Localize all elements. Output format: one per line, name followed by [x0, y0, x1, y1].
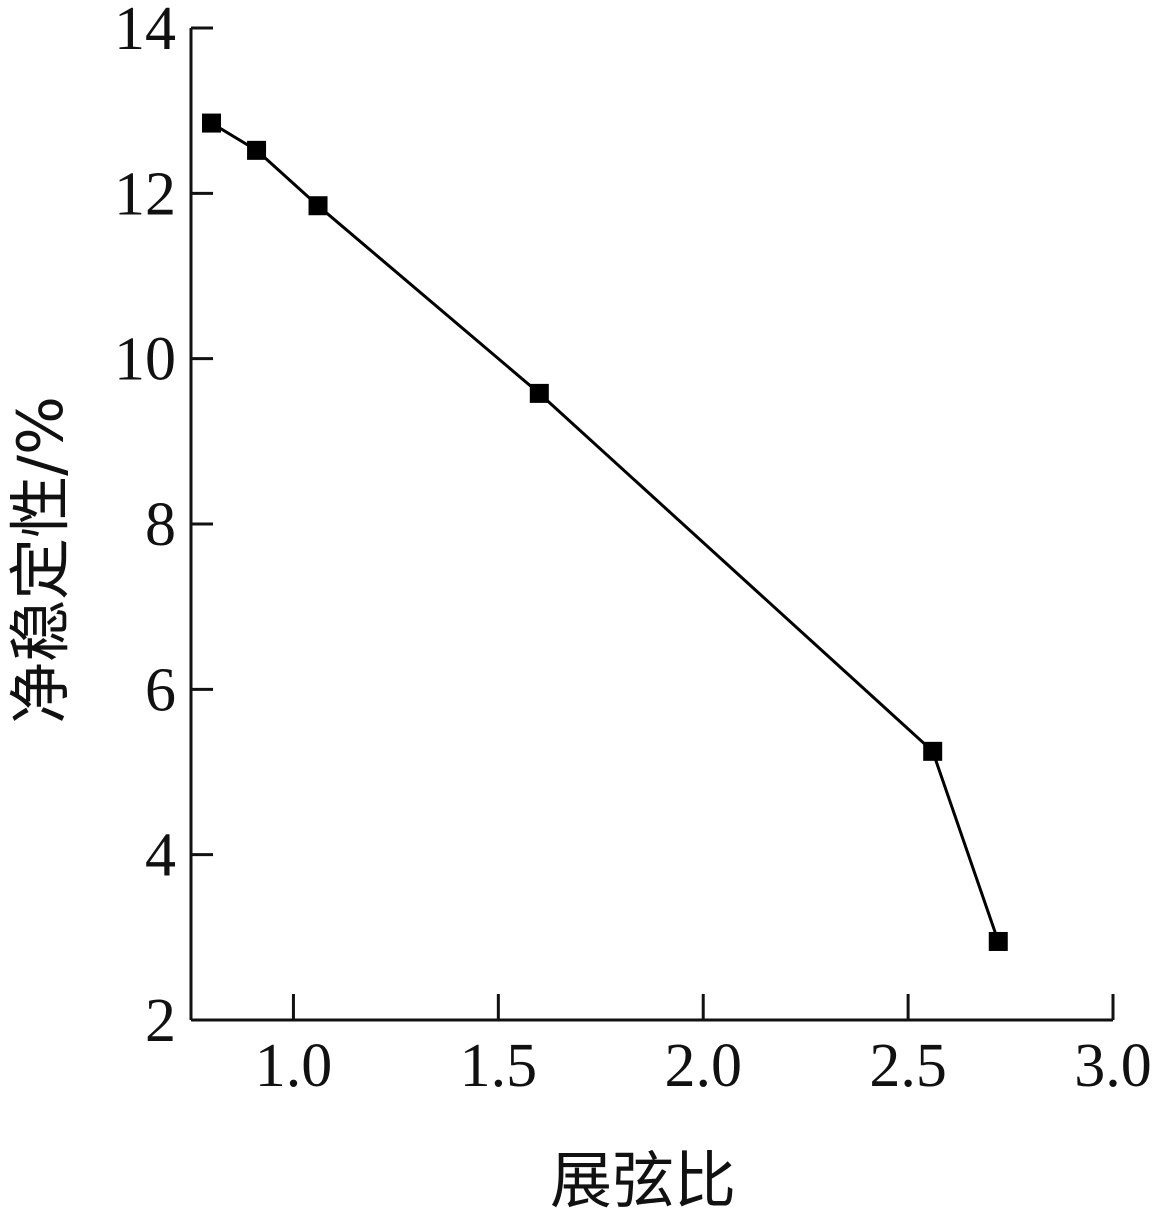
data-point-marker	[529, 383, 549, 403]
y-tick-label: 14	[114, 0, 176, 63]
ticks	[191, 26, 1115, 1022]
y-tick-label: 6	[145, 656, 176, 724]
y-tick-label: 4	[145, 822, 176, 890]
x-axis-title: 展弦比	[550, 1144, 736, 1215]
x-tick-label: 1.0	[255, 1032, 333, 1100]
data-point-marker	[923, 741, 943, 761]
x-tick-label: 2.0	[664, 1032, 742, 1100]
x-tick-label: 3.0	[1074, 1032, 1152, 1100]
series	[201, 113, 1008, 951]
data-point-marker	[988, 931, 1008, 951]
y-axis-title: 净稳定性/%	[4, 396, 77, 724]
data-point-marker	[247, 140, 267, 160]
y-tick-label: 12	[114, 160, 176, 228]
data-point-marker	[201, 113, 221, 133]
y-tick-label: 2	[145, 987, 176, 1055]
y-tick-label: 8	[145, 491, 176, 559]
y-tick-label: 10	[114, 326, 176, 394]
x-tick-label: 1.5	[460, 1032, 538, 1100]
x-tick-label: 2.5	[869, 1032, 947, 1100]
data-point-marker	[308, 196, 328, 216]
tick-labels: 2 4 6 8 10 12 14 1.0 1.5 2.0 2.5 3.0	[114, 0, 1152, 1100]
series-line	[210, 121, 1000, 942]
